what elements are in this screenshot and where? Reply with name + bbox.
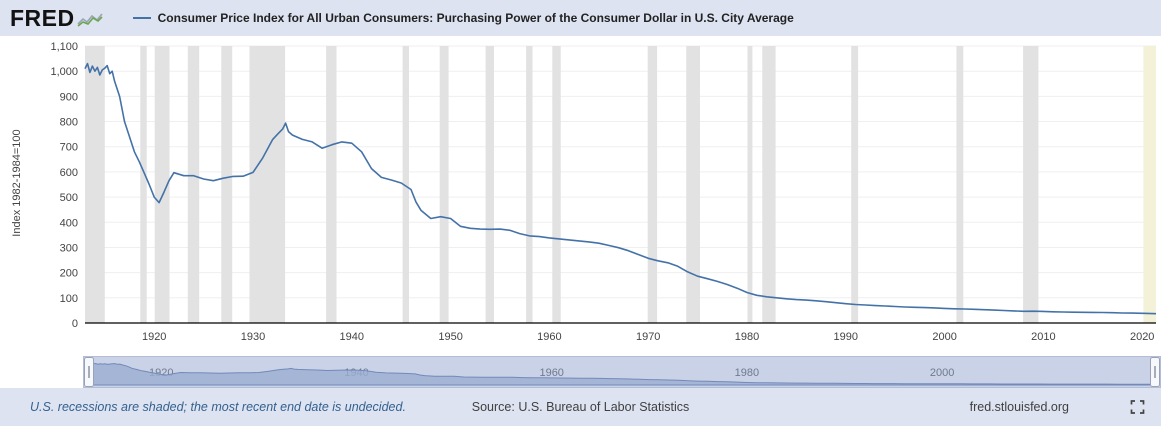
range-tick-label: 2000 xyxy=(930,367,954,379)
site-link[interactable]: fred.stlouisfed.org xyxy=(969,400,1069,414)
x-tick-label: 1980 xyxy=(735,331,759,343)
y-tick-label: 900 xyxy=(60,91,78,103)
y-tick-label: 500 xyxy=(60,192,78,204)
recession-band xyxy=(747,46,753,323)
y-tick-label: 100 xyxy=(60,293,78,305)
x-tick-label: 2020 xyxy=(1130,331,1154,343)
y-tick-label: 0 xyxy=(72,318,78,330)
fullscreen-icon[interactable] xyxy=(1130,400,1145,415)
recession-band xyxy=(552,46,561,323)
y-tick-label: 800 xyxy=(60,117,78,129)
y-tick-label: 300 xyxy=(60,243,78,255)
recession-band xyxy=(187,46,200,323)
x-tick-label: 1990 xyxy=(834,331,858,343)
recession-band xyxy=(221,46,233,323)
recession-band xyxy=(326,46,337,323)
recession-band xyxy=(851,46,859,323)
y-tick-label: 200 xyxy=(60,268,78,280)
x-tick-label: 2010 xyxy=(1031,331,1055,343)
y-tick-label: 400 xyxy=(60,217,78,229)
recession-band xyxy=(526,46,533,323)
x-tick-label: 1960 xyxy=(537,331,561,343)
fred-logo: FRED xyxy=(10,5,103,32)
range-selector[interactable]: 19201940196019802000 xyxy=(83,356,1161,388)
recession-note: U.S. recessions are shaded; the most rec… xyxy=(30,400,406,414)
chart-footer: U.S. recessions are shaded; the most rec… xyxy=(0,388,1161,426)
x-tick-label: 1940 xyxy=(340,331,364,343)
recession-band xyxy=(956,46,964,323)
recession-band xyxy=(249,46,286,323)
x-tick-label: 1970 xyxy=(636,331,660,343)
undecided-recession-band xyxy=(1143,46,1156,323)
recession-band xyxy=(485,46,494,323)
x-tick-label: 1950 xyxy=(438,331,462,343)
legend-series-label: Consumer Price Index for All Urban Consu… xyxy=(157,11,794,25)
fred-logo-text: FRED xyxy=(10,4,75,31)
y-tick-label: 600 xyxy=(60,167,78,179)
recession-band xyxy=(686,46,700,323)
range-area-preview xyxy=(92,362,1152,386)
recession-band xyxy=(647,46,658,323)
series-line[interactable] xyxy=(84,62,1157,315)
recession-band xyxy=(1023,46,1039,323)
x-tick-label: 1930 xyxy=(241,331,265,343)
chart-legend: Consumer Price Index for All Urban Consu… xyxy=(132,11,794,25)
y-tick-label: 700 xyxy=(60,142,78,154)
main-chart[interactable]: 0 100 200 300 400 500 600 700 800 900 1,000 1,100 19… xyxy=(0,36,1161,352)
recession-band xyxy=(402,46,409,323)
chart-header: FRED Consumer Price Index for All Urban … xyxy=(0,0,1161,36)
range-tick-label: 1980 xyxy=(735,367,759,379)
recession-band xyxy=(140,46,147,323)
recession-band xyxy=(439,46,449,323)
x-tick-label: 2000 xyxy=(932,331,956,343)
source-text: Source: U.S. Bureau of Labor Statistics xyxy=(471,400,690,414)
range-tick-label: 1960 xyxy=(539,367,563,379)
recession-band xyxy=(85,46,105,323)
fred-logo-sparkline-icon xyxy=(77,13,103,27)
legend-line-swatch xyxy=(132,17,151,19)
y-tick-label: 1,100 xyxy=(50,41,78,53)
recession-band xyxy=(762,46,776,323)
recession-band xyxy=(154,46,170,323)
y-tick-label: 1,000 xyxy=(50,66,78,78)
x-tick-label: 1920 xyxy=(142,331,166,343)
